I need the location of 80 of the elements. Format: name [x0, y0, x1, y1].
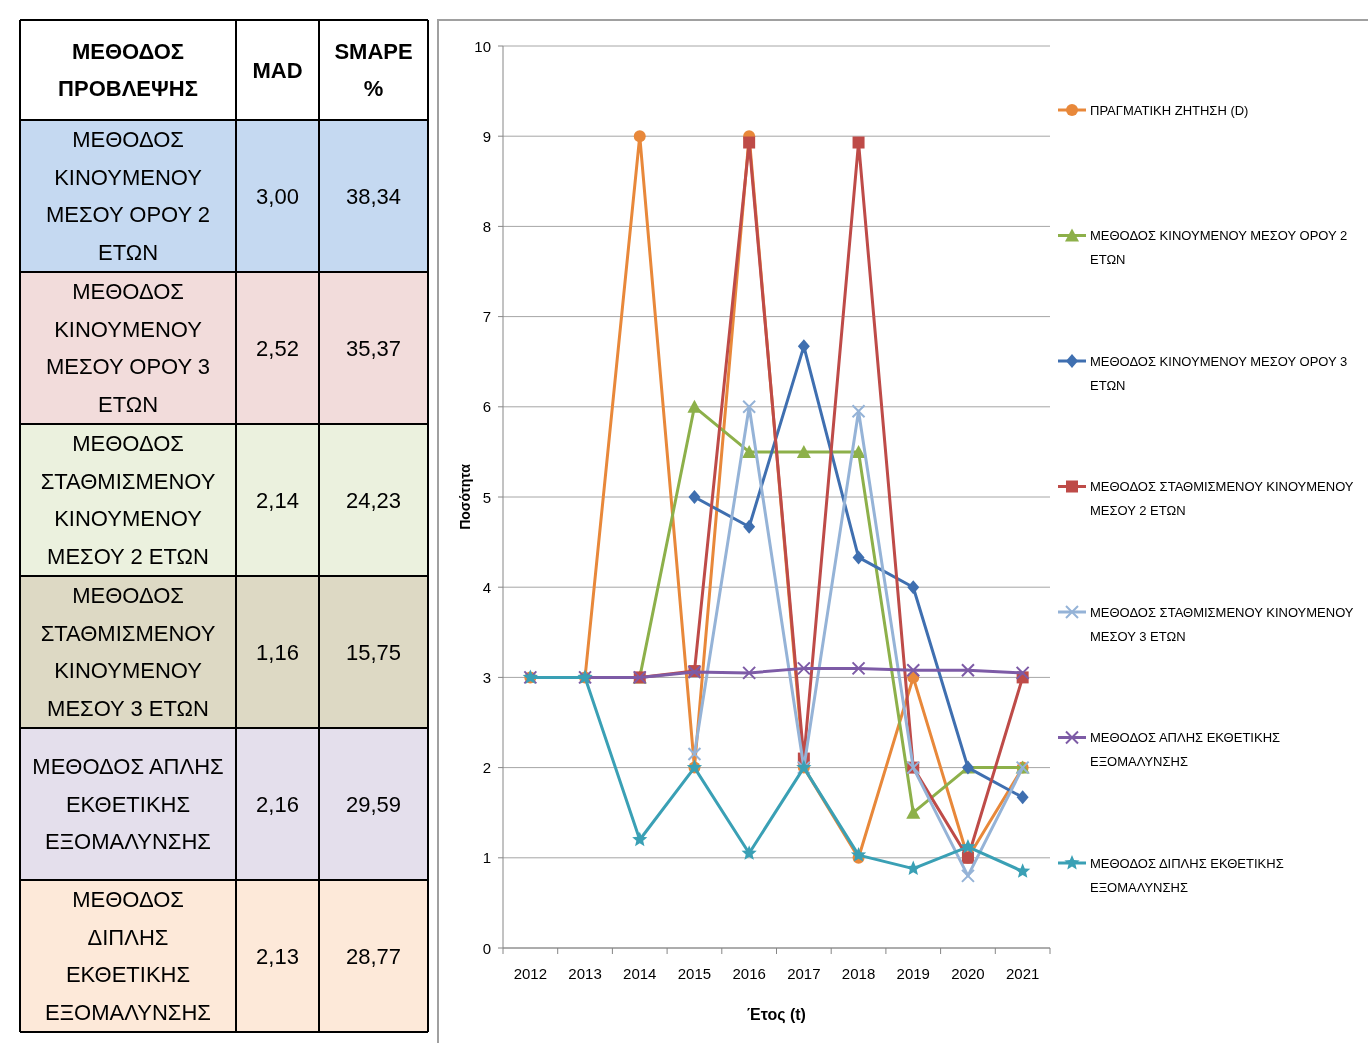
category-label: ΜΕΘΟΔΟΣ ΚΙΝΟΥΜΕΝΟΥ ΜΕΣΟΥ ΟΡΟΥ 3 ΕΤΩΝ — [45, 278, 211, 418]
point — [633, 130, 646, 143]
y-tick-label: 2 — [482, 759, 491, 777]
y-tick-label: 5 — [482, 488, 491, 506]
point — [741, 845, 757, 860]
point — [743, 136, 756, 149]
text: 29,59 — [345, 791, 402, 817]
legend-label: ΜΕΘΟΔΟΣ ΑΠΛΗΣ ΕΚΘΕΤΙΚΗΣ ΕΞΟΜΑΛΥΝΣΗΣ — [1090, 730, 1281, 769]
x-axis-title: Έτος (t) — [747, 1006, 806, 1024]
point — [851, 444, 866, 458]
point — [960, 663, 975, 678]
point — [742, 399, 757, 414]
x-tick-label: 2017 — [787, 965, 821, 982]
point — [960, 838, 976, 854]
legend-label: ΜΕΘΟΔΟΣ ΔΙΠΛΗΣ ΕΚΘΕΤΙΚΗΣ ΕΞΟΜΑΛΥΝΣΗΣ — [1090, 855, 1284, 895]
point — [796, 661, 811, 676]
point — [851, 661, 866, 676]
text: ΜΕΘΟΔΟΣ ΠΡΟΒΛΕΨΗΣ — [58, 38, 198, 102]
text: 35,37 — [345, 335, 402, 361]
category-label: SMAPE % — [334, 38, 413, 102]
x-tick-label: 2016 — [732, 965, 766, 982]
x-tick-label: 2021 — [1005, 965, 1040, 982]
y-tick-label: 1 — [482, 849, 491, 867]
x-tick-label: 2014 — [623, 965, 657, 982]
legend-label: ΜΕΘΟΔΟΣ ΚΙΝΟΥΜΕΝΟΥ ΜΕΣΟΥ ΟΡΟΥ 3 ΕΤΩΝ — [1090, 353, 1348, 393]
point — [632, 831, 648, 847]
legend-label: ΜΕΘΟΔΟΣ ΚΙΝΟΥΜΕΝΟΥ ΜΕΣΟΥ ΟΡΟΥ 2 ΕΤΩΝ — [1090, 228, 1348, 267]
point — [906, 805, 921, 819]
y-tick-label: 6 — [482, 398, 491, 416]
x-tick-label: 2018 — [841, 965, 876, 982]
x-tick-label: 2015 — [677, 965, 712, 982]
point — [743, 519, 756, 534]
text: 2,52 — [256, 335, 299, 361]
point — [1016, 790, 1029, 805]
y-tick-label: 10 — [474, 37, 491, 55]
text: 1,16 — [256, 639, 299, 665]
category-label: ΜΕΘΟΔΟΣ ΣΤΑΘΜΙΣΜΕΝΟΥ ΚΙΝΟΥΜΕΝΟΥ ΜΕΣΟΥ 2 ΕΤΩΝ — [40, 430, 216, 570]
legend-label: ΠΡΑΓΜΑΤΙΚΗ ΖΗΤΗΣΗ (D) — [1090, 102, 1249, 118]
point — [850, 847, 867, 862]
text: 3,00 — [256, 183, 299, 209]
point — [907, 580, 920, 595]
text: 2,13 — [256, 943, 299, 969]
text: 38,34 — [345, 183, 402, 209]
text: 24,23 — [345, 487, 402, 513]
point — [906, 663, 921, 678]
text: 2,16 — [256, 791, 299, 817]
point — [687, 747, 702, 762]
category-label: ΜΕΘΟΔΟΣ ΑΠΛΗΣ ΕΚΘΕΤΙΚΗΣ ΕΞΟΜΑΛΥΝΣΗΣ — [32, 753, 224, 855]
legend-label: ΜΕΘΟΔΟΣ ΣΤΑΘΜΙΣΜΕΝΟΥ ΚΙΝΟΥΜΕΝΟΥ ΜΕΣΟΥ 2 ΕΤΩΝ — [1090, 479, 1354, 518]
x-tick-label: 2020 — [951, 965, 985, 982]
y-tick-label: 0 — [482, 939, 491, 957]
x-tick-label: 2012 — [513, 965, 548, 982]
y-tick-label: 3 — [482, 668, 491, 686]
point — [1015, 665, 1030, 680]
x-tick-label: 2013 — [568, 965, 602, 982]
y-tick-label: 8 — [482, 217, 491, 235]
point — [742, 444, 757, 458]
category-label: MAD — [252, 57, 303, 83]
point — [688, 490, 701, 504]
point — [742, 665, 757, 680]
y-tick-label: 4 — [482, 578, 491, 596]
legend-label: ΜΕΘΟΔΟΣ ΣΤΑΘΜΙΣΜΕΝΟΥ ΚΙΝΟΥΜΕΝΟΥ ΜΕΣΟΥ 3 ΕΤΩΝ — [1090, 604, 1354, 644]
category-label: ΜΕΘΟΔΟΣ ΔΙΠΛΗΣ ΕΚΘΕΤΙΚΗΣ ΕΞΟΜΑΛΥΝΣΗΣ — [45, 886, 211, 1026]
point — [851, 404, 866, 419]
text: 28,77 — [345, 943, 402, 969]
point — [797, 339, 810, 354]
point — [852, 550, 865, 565]
point — [960, 868, 975, 883]
point — [687, 399, 702, 413]
point — [796, 444, 811, 458]
x-tick-label: 2019 — [896, 965, 930, 982]
y-tick-label: 9 — [482, 127, 491, 145]
y-axis-title: Ποσότητα — [457, 463, 473, 530]
text: 15,75 — [345, 639, 402, 665]
point — [1015, 863, 1031, 878]
text: 2,14 — [256, 487, 299, 513]
category-label: ΜΕΘΟΔΟΣ ΣΤΑΘΜΙΣΜΕΝΟΥ ΚΙΝΟΥΜΕΝΟΥ ΜΕΣΟΥ 3 ΕΤΩΝ — [40, 582, 216, 722]
category-label: ΜΕΘΟΔΟΣ ΚΙΝΟΥΜΕΝΟΥ ΜΕΣΟΥ ΟΡΟΥ 2 ΕΤΩΝ — [45, 126, 211, 266]
y-tick-label: 7 — [482, 308, 491, 326]
point — [852, 136, 865, 149]
